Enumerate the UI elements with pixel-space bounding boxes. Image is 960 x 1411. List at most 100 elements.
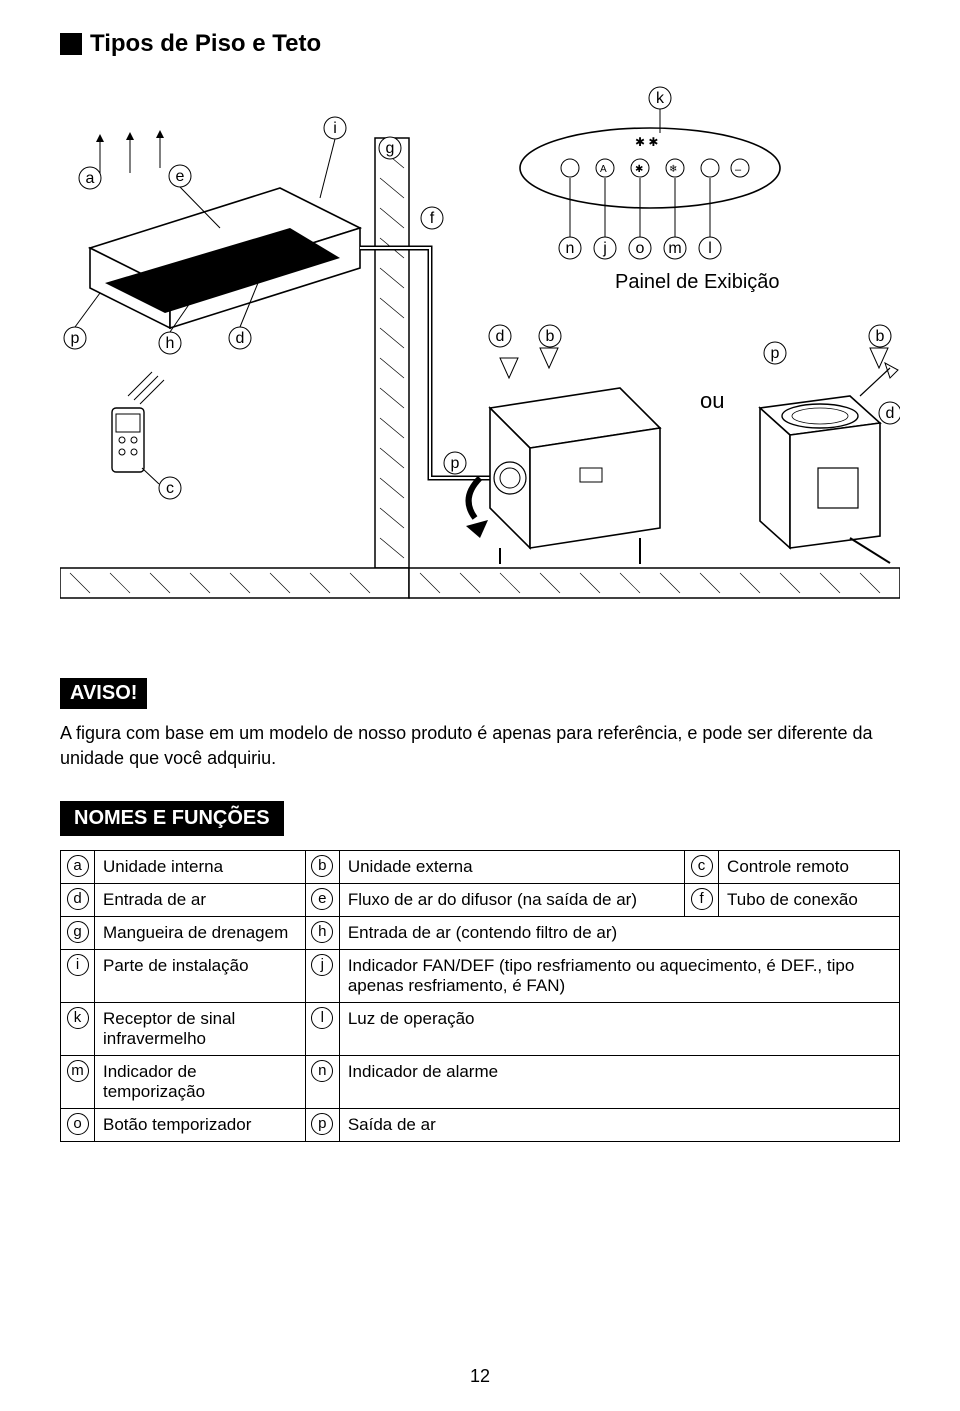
letter-cell: n [305, 1056, 339, 1109]
diagram-or-label: ou [700, 388, 724, 413]
letter-icon: p [311, 1113, 333, 1135]
part-description: Saída de ar [339, 1109, 899, 1142]
svg-text:j: j [602, 240, 607, 257]
section-header: NOMES E FUNÇÕES [60, 801, 284, 836]
part-description: Indicador FAN/DEF (tipo resfriamento ou … [339, 950, 899, 1003]
svg-text:i: i [333, 120, 337, 137]
letter-cell: c [685, 851, 719, 884]
part-description: Fluxo de ar do difusor (na saída de ar) [339, 884, 684, 917]
letter-cell: p [305, 1109, 339, 1142]
letter-icon: g [67, 921, 89, 943]
letter-cell: o [61, 1109, 95, 1142]
letter-cell: m [61, 1056, 95, 1109]
svg-text:p: p [771, 345, 780, 362]
letter-cell: h [305, 917, 339, 950]
part-description: Unidade interna [95, 851, 306, 884]
part-description: Parte de instalação [95, 950, 306, 1003]
floor-right [409, 568, 900, 598]
svg-text:k: k [656, 90, 665, 107]
letter-cell: l [305, 1003, 339, 1056]
letter-cell: a [61, 851, 95, 884]
part-description: Luz de operação [339, 1003, 899, 1056]
letter-cell: j [305, 950, 339, 1003]
table-row: k Receptor de sinal infravermelhol Luz de … [61, 1003, 900, 1056]
page-title: Tipos de Piso e Teto [90, 30, 321, 58]
letter-icon: o [67, 1113, 89, 1135]
table-row: o Botão temporizadorp Saída de ar [61, 1109, 900, 1142]
svg-text:d: d [496, 328, 505, 345]
svg-text:n: n [566, 240, 575, 257]
letter-icon: e [311, 888, 333, 910]
letter-cell: f [685, 884, 719, 917]
part-description: Botão temporizador [95, 1109, 306, 1142]
svg-text:–: – [735, 164, 742, 176]
svg-text:m: m [668, 240, 681, 257]
table-row: a Unidade internab Unidade externa c Control… [61, 851, 900, 884]
aviso-text: A figura com base em um modelo de nosso … [60, 721, 900, 771]
part-description: Indicador de alarme [339, 1056, 899, 1109]
letter-icon: b [311, 855, 333, 877]
display-panel-label: Painel de Exibição [615, 271, 780, 293]
part-description: Indicador de temporização [95, 1056, 306, 1109]
outdoor-unit-top [760, 363, 898, 563]
part-description: Mangueira de drenagem [95, 917, 306, 950]
svg-text:d: d [886, 405, 895, 422]
letter-icon: n [311, 1060, 333, 1082]
svg-text:p: p [71, 330, 80, 347]
remote-control [112, 372, 164, 472]
title-marker [60, 33, 82, 55]
letter-icon: a [67, 855, 89, 877]
part-description: Entrada de ar [95, 884, 306, 917]
letter-icon: m [67, 1060, 89, 1082]
aviso-label: AVISO! [60, 678, 147, 709]
wall-vertical [375, 138, 409, 568]
letter-cell: k [61, 1003, 95, 1056]
installation-diagram: ou A ✱ ❄ [60, 78, 900, 638]
letter-icon: h [311, 921, 333, 943]
display-panel: A ✱ ❄ – ✱ ✱ [520, 108, 780, 238]
svg-text:f: f [430, 210, 435, 227]
svg-text:a: a [86, 170, 95, 187]
svg-text:b: b [546, 328, 555, 345]
floor-left [60, 568, 409, 598]
page-title-row: Tipos de Piso e Teto [60, 30, 900, 58]
svg-text:o: o [636, 240, 645, 257]
page-number: 12 [0, 1366, 960, 1387]
svg-text:✱ ✱: ✱ ✱ [635, 135, 658, 149]
svg-text:d: d [236, 330, 245, 347]
letter-cell: b [305, 851, 339, 884]
table-row: d Entrada de are Fluxo de ar do difusor (n… [61, 884, 900, 917]
part-description: Entrada de ar (contendo filtro de ar) [339, 917, 899, 950]
diagram-svg: ou A ✱ ❄ [60, 78, 900, 638]
letter-cell: d [61, 884, 95, 917]
letter-icon: i [67, 954, 89, 976]
svg-text:l: l [708, 240, 712, 257]
part-description: Controle remoto [719, 851, 900, 884]
letter-icon: j [311, 954, 333, 976]
indoor-unit [90, 130, 360, 328]
part-description: Unidade externa [339, 851, 684, 884]
parts-table: a Unidade internab Unidade externa c Control… [60, 850, 900, 1142]
svg-text:❄: ❄ [669, 164, 677, 175]
table-row: g Mangueira de drenagemh Entrada de ar (co… [61, 917, 900, 950]
svg-text:A: A [600, 164, 607, 175]
letter-icon: c [691, 855, 713, 877]
part-description: Tubo de conexão [719, 884, 900, 917]
svg-text:p: p [451, 455, 460, 472]
letter-cell: g [61, 917, 95, 950]
svg-text:h: h [166, 335, 175, 352]
svg-text:b: b [876, 328, 885, 345]
svg-text:✱: ✱ [635, 164, 643, 175]
table-row: i Parte de instalaçãoj Indicador FAN/DEF (… [61, 950, 900, 1003]
outdoor-arrows [500, 348, 888, 378]
letter-icon: d [67, 888, 89, 910]
table-row: m Indicador de temporizaçãon Indicador de … [61, 1056, 900, 1109]
svg-text:e: e [176, 168, 185, 185]
letter-icon: f [691, 888, 713, 910]
letter-cell: e [305, 884, 339, 917]
letter-icon: l [311, 1007, 333, 1029]
part-description: Receptor de sinal infravermelho [95, 1003, 306, 1056]
letter-icon: k [67, 1007, 89, 1029]
svg-text:c: c [166, 480, 174, 497]
letter-cell: i [61, 950, 95, 1003]
